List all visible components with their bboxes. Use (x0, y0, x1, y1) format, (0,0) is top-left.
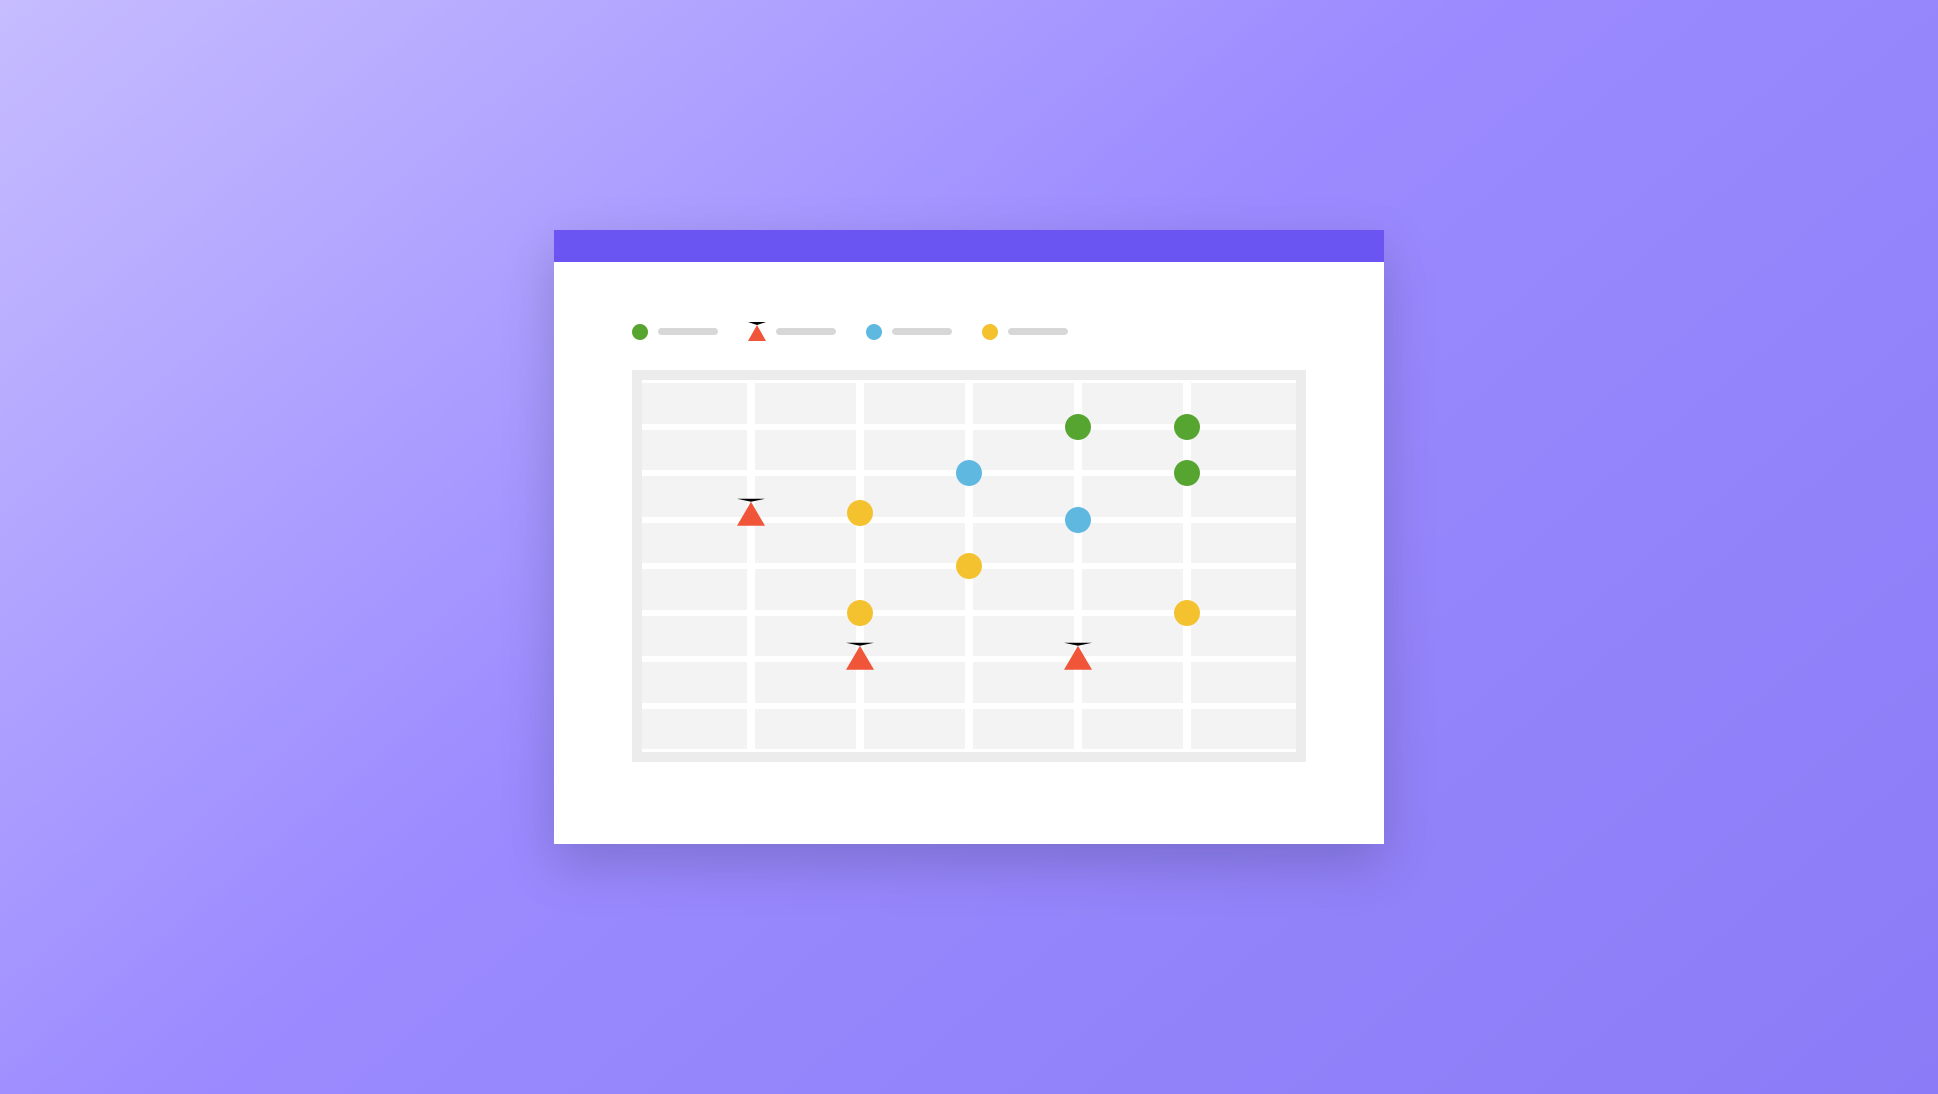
data-point-blue (956, 460, 982, 486)
data-point-yellow (1174, 600, 1200, 626)
data-point-red (1064, 643, 1092, 670)
data-point-yellow (847, 600, 873, 626)
data-point-blue (1065, 507, 1091, 533)
legend-label-placeholder (892, 328, 952, 335)
triangle-icon (748, 322, 766, 341)
window-content (554, 262, 1384, 844)
data-point-yellow (956, 553, 982, 579)
legend-item-2 (866, 324, 952, 340)
legend-label-placeholder (1008, 328, 1068, 335)
legend-item-1 (748, 322, 836, 341)
scatter-chart (632, 370, 1306, 762)
legend-label-placeholder (658, 328, 718, 335)
chart-legend (632, 322, 1068, 341)
legend-item-3 (982, 324, 1068, 340)
chart-plot-area (642, 380, 1296, 752)
circle-icon (866, 324, 882, 340)
circle-icon (632, 324, 648, 340)
data-point-red (846, 643, 874, 670)
data-point-green (1174, 414, 1200, 440)
legend-item-0 (632, 324, 718, 340)
window-titlebar (554, 230, 1384, 262)
data-point-green (1174, 460, 1200, 486)
chart-window (554, 230, 1384, 844)
circle-icon (982, 324, 998, 340)
grid-col-gap (747, 380, 755, 752)
data-point-red (737, 499, 765, 526)
data-point-yellow (847, 500, 873, 526)
grid-col-gap (856, 380, 864, 752)
legend-label-placeholder (776, 328, 836, 335)
data-point-green (1065, 414, 1091, 440)
